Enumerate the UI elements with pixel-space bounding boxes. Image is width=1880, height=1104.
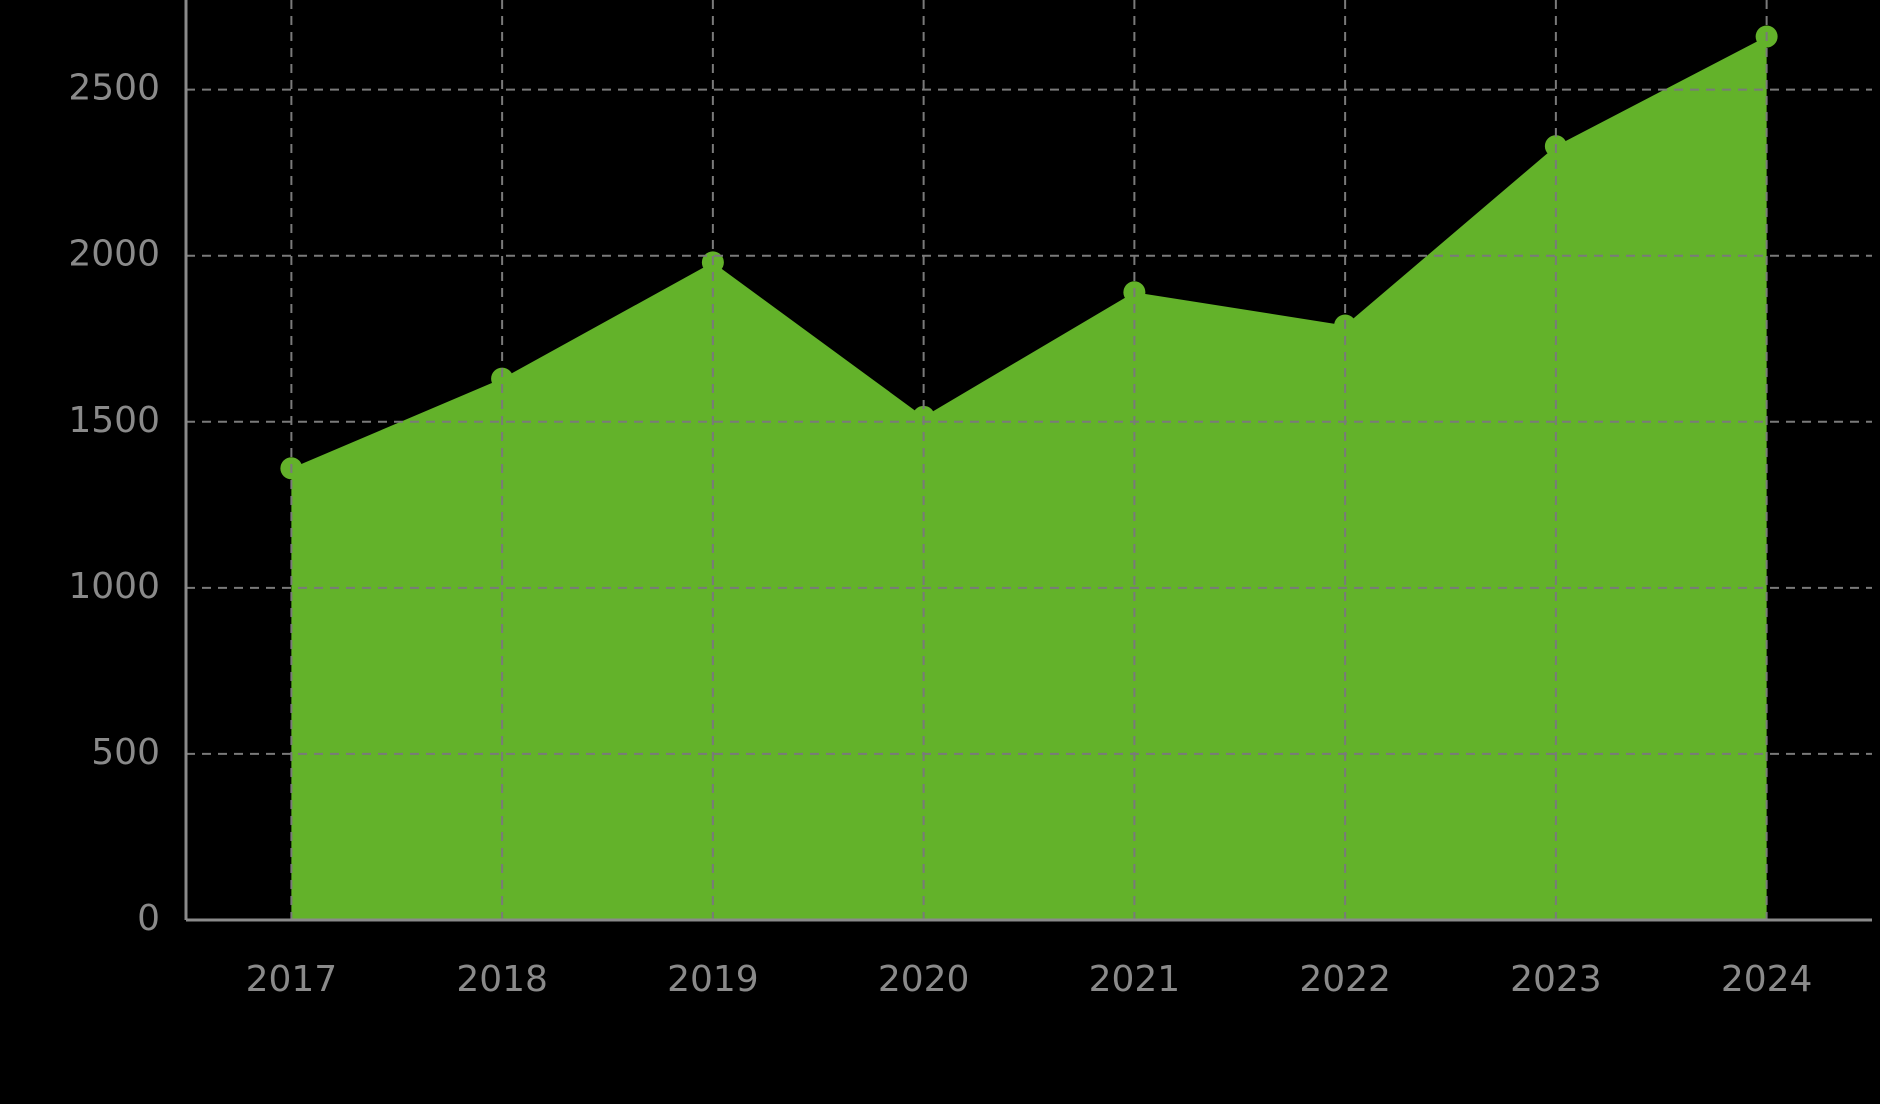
area: [291, 36, 1767, 920]
x-tick-label: 2017: [246, 959, 338, 1000]
x-tick-label: 2023: [1510, 959, 1602, 1000]
x-tick-label: 2020: [878, 959, 970, 1000]
x-tick-label: 2019: [667, 959, 759, 1000]
x-tick-label: 2022: [1299, 959, 1391, 1000]
y-tick-label: 0: [137, 898, 160, 939]
x-tick-label: 2018: [456, 959, 548, 1000]
y-tick-label: 2000: [68, 234, 160, 275]
x-tick-label: 2024: [1721, 959, 1813, 1000]
x-tick-label: 2021: [1089, 959, 1181, 1000]
y-tick-label: 500: [91, 732, 160, 773]
point: [491, 367, 514, 390]
y-tick-label: 1000: [68, 566, 160, 607]
y-tick-label: 2500: [68, 68, 160, 109]
y-tick-label: 1500: [68, 400, 160, 441]
